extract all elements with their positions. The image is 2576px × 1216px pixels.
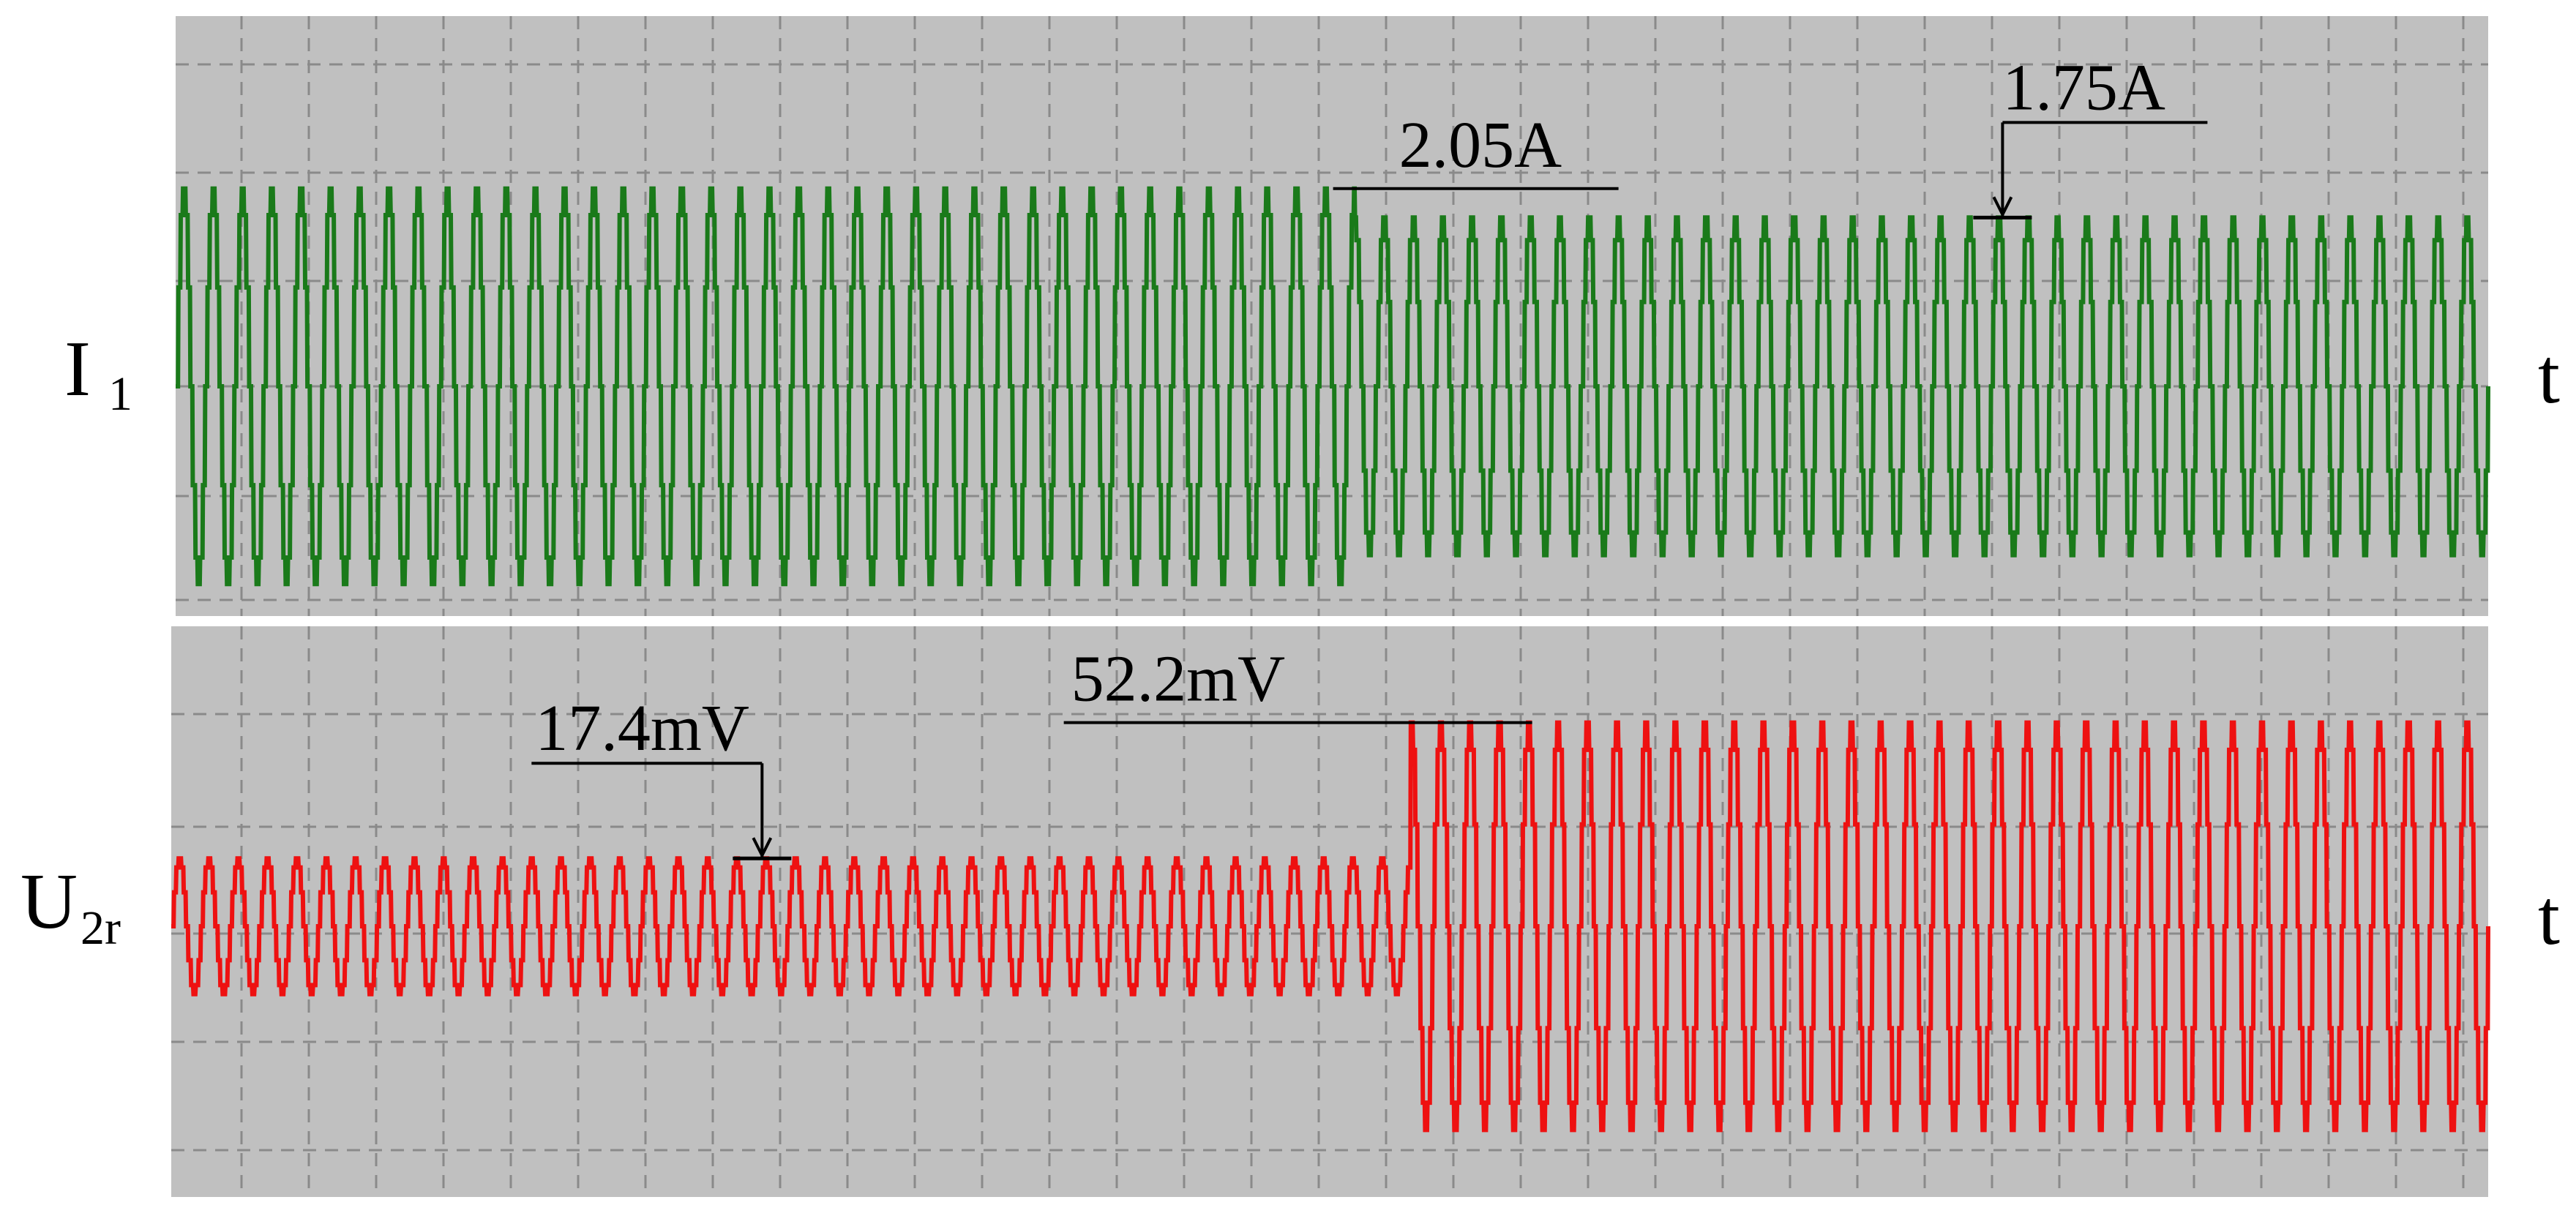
x-label-t-bottom: t: [2538, 874, 2560, 961]
annotation-17.4mV: 17.4mV: [531, 692, 792, 860]
annotation-label: 52.2mV: [1071, 643, 1286, 716]
annotation-arrowhead: [752, 837, 773, 859]
y-label-I-subscript: 1: [108, 367, 132, 421]
panel-voltage-y-label: U 2r: [20, 858, 121, 955]
series-line-I1: [176, 186, 2490, 587]
y-label-U: U: [20, 858, 78, 945]
annotation-label: 2.05A: [1399, 109, 1562, 181]
panel-voltage-annotations: 17.4mV 52.2mV: [531, 643, 1532, 860]
x-label-t-top: t: [2538, 333, 2560, 420]
panel-current: 2.05A 1.75A I 1 t: [64, 16, 2560, 616]
panel-voltage-grid: [171, 626, 2488, 1197]
panel-current-annotations: 2.05A 1.75A: [1333, 51, 2208, 219]
annotation-label: 17.4mV: [535, 692, 749, 765]
annotation-52.2mV: 52.2mV: [1063, 643, 1532, 724]
annotation-1.75A: 1.75A: [1973, 51, 2208, 219]
panel-current-y-label: I 1: [64, 326, 132, 421]
panel-current-grid: [176, 16, 2488, 616]
panel-voltage: 17.4mV 52.2mV U 2r t: [20, 626, 2560, 1197]
y-label-I: I: [64, 326, 91, 413]
y-label-U-subscript: 2r: [80, 901, 121, 955]
series-line-U2r: [171, 720, 2490, 1133]
annotation-arrowhead: [1992, 196, 2013, 218]
annotation-2.05A: 2.05A: [1333, 109, 1619, 190]
annotation-label: 1.75A: [2002, 51, 2165, 124]
